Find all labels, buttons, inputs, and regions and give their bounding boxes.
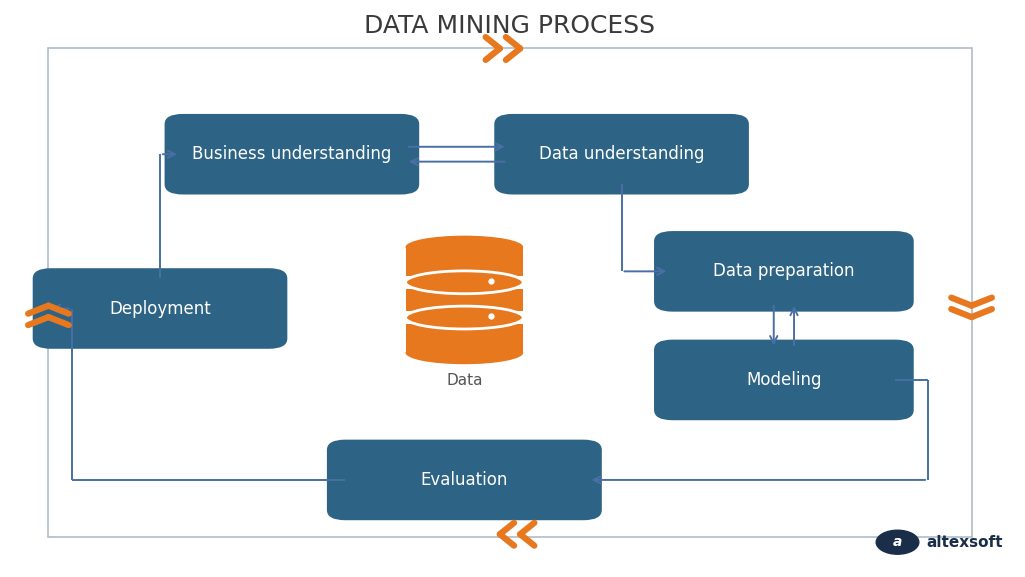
Bar bbox=[406, 247, 523, 353]
Ellipse shape bbox=[406, 235, 523, 258]
Text: Deployment: Deployment bbox=[109, 299, 211, 317]
Text: DATA MINING PROCESS: DATA MINING PROCESS bbox=[365, 14, 656, 38]
Text: a: a bbox=[893, 535, 902, 549]
FancyBboxPatch shape bbox=[48, 48, 972, 537]
Text: altexsoft: altexsoft bbox=[926, 535, 1002, 550]
Text: Data preparation: Data preparation bbox=[713, 263, 855, 280]
FancyBboxPatch shape bbox=[654, 340, 913, 420]
Text: Evaluation: Evaluation bbox=[420, 471, 508, 489]
FancyBboxPatch shape bbox=[33, 268, 287, 349]
FancyBboxPatch shape bbox=[654, 231, 913, 312]
Bar bbox=[406, 276, 523, 288]
Circle shape bbox=[876, 530, 918, 554]
Text: Data understanding: Data understanding bbox=[539, 145, 704, 163]
Text: Business understanding: Business understanding bbox=[193, 145, 392, 163]
Bar bbox=[406, 311, 523, 324]
Ellipse shape bbox=[406, 271, 523, 294]
Text: Data: Data bbox=[446, 373, 483, 388]
FancyBboxPatch shape bbox=[165, 114, 419, 194]
Ellipse shape bbox=[406, 342, 523, 364]
FancyBboxPatch shape bbox=[327, 440, 602, 520]
FancyBboxPatch shape bbox=[494, 114, 749, 194]
Text: Modeling: Modeling bbox=[746, 371, 822, 389]
Ellipse shape bbox=[406, 306, 523, 329]
